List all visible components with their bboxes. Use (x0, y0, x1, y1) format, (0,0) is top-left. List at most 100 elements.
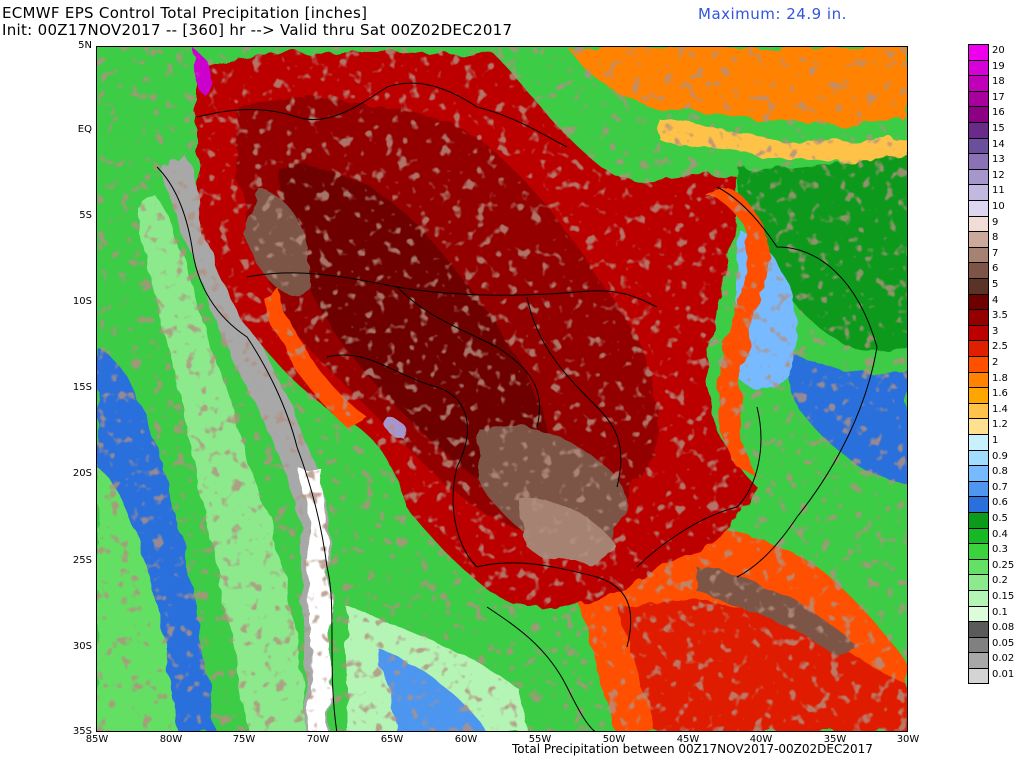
legend-item: 0.25 (968, 558, 1024, 575)
legend-label: 7 (992, 247, 999, 259)
legend-label: 12 (992, 169, 1005, 181)
legend-item: 1.8 (968, 371, 1024, 388)
legend-item: 8 (968, 231, 1024, 247)
legend-item: 0.01 (968, 668, 1024, 684)
legend-item: 1.6 (968, 387, 1024, 403)
legend-swatch (968, 496, 989, 512)
legend-label: 8 (992, 232, 999, 244)
legend-label: 0.25 (992, 559, 1015, 571)
legend-swatch (968, 465, 989, 481)
legend-label: 13 (992, 154, 1005, 166)
legend-swatch (968, 543, 989, 559)
legend-label: 3 (992, 325, 999, 337)
legend-label: 1.4 (992, 403, 1008, 415)
legend-swatch (968, 44, 989, 60)
legend-item: 0.02 (968, 652, 1024, 668)
legend-swatch (968, 434, 989, 450)
legend-item: 0.15 (968, 590, 1024, 606)
legend-item: 1 (968, 434, 1024, 450)
legend-item: 5 (968, 278, 1024, 294)
legend-swatch (968, 324, 989, 341)
legend-item: 7 (968, 246, 1024, 263)
legend-label: 0.6 (992, 497, 1008, 509)
legend-item: 0.8 (968, 465, 1024, 481)
legend-item: 20 (968, 44, 1024, 60)
legend-item: 0.6 (968, 496, 1024, 512)
lon-label-40w: 40W (749, 734, 773, 745)
legend-swatch (968, 605, 989, 622)
legend-swatch (968, 590, 989, 606)
legend-label: 0.02 (992, 653, 1015, 665)
country-borders (156, 82, 878, 731)
legend-swatch (968, 418, 989, 434)
legend-item: 4 (968, 293, 1024, 310)
legend-swatch (968, 153, 989, 169)
legend-swatch (968, 668, 989, 684)
legend-label: 11 (992, 185, 1005, 197)
legend-swatch (968, 200, 989, 216)
legend-item: 0.2 (968, 574, 1024, 590)
legend-label: 3.5 (992, 310, 1008, 322)
legend-swatch (968, 231, 989, 247)
legend-label: 0.01 (992, 669, 1015, 680)
legend-swatch (968, 574, 989, 590)
legend-swatch (968, 278, 989, 294)
legend-swatch (968, 168, 989, 185)
legend-item: 1.4 (968, 402, 1024, 419)
legend-item: 0.05 (968, 636, 1024, 653)
legend-swatch (968, 402, 989, 419)
legend-swatch (968, 512, 989, 528)
legend-label: 15 (992, 123, 1005, 134)
legend-item: 10 (968, 200, 1024, 216)
legend-label: 0.08 (992, 622, 1015, 634)
legend-swatch (968, 449, 989, 466)
legend-swatch (968, 293, 989, 310)
lat-label-eq: EQ (77, 124, 92, 135)
legend-item: 0.3 (968, 543, 1024, 559)
legend-label: 4 (992, 294, 999, 306)
map-title: ECMWF EPS Control Total Precipitation [i… (2, 4, 368, 22)
precipitation-map (96, 46, 908, 732)
lon-label-75w: 75W (232, 734, 256, 745)
lon-label-35w: 35W (823, 734, 847, 745)
legend-label: 0.5 (992, 513, 1008, 524)
legend-swatch (968, 356, 989, 372)
legend-label: 20 (992, 45, 1005, 56)
texture-overlay (97, 47, 907, 731)
legend-item: 12 (968, 168, 1024, 185)
legend-swatch (968, 262, 989, 278)
legend-label: 18 (992, 76, 1005, 88)
legend-swatch (968, 480, 989, 497)
period-caption: Total Precipitation between 00Z17NOV2017… (512, 742, 873, 756)
lat-label-15s: 15S (72, 382, 92, 393)
legend-item: 18 (968, 75, 1024, 91)
legend-item: 3.5 (968, 309, 1024, 325)
legend-item: 2.5 (968, 340, 1024, 356)
legend-item: 14 (968, 137, 1024, 154)
lat-label-20s: 20S (72, 468, 92, 479)
legend-item: 0.7 (968, 480, 1024, 497)
legend-item: 0.1 (968, 605, 1024, 622)
legend-item: 3 (968, 324, 1024, 341)
lat-label-30s: 30S (72, 641, 92, 652)
legend-label: 1.2 (992, 419, 1008, 431)
legend-label: 1.6 (992, 388, 1008, 400)
lon-label-55w: 55W (528, 734, 552, 745)
legend-label: 2.5 (992, 341, 1008, 353)
legend-item: 17 (968, 90, 1024, 107)
lat-label-10s: 10S (72, 296, 92, 307)
legend-label: 14 (992, 138, 1005, 150)
legend-label: 19 (992, 60, 1005, 72)
legend-swatch (968, 527, 989, 544)
legend-swatch (968, 122, 989, 138)
legend-swatch (968, 309, 989, 325)
lon-label-80w: 80W (159, 734, 183, 745)
lat-label-5s: 5S (79, 210, 92, 221)
legend-label: 9 (992, 216, 999, 228)
legend-swatch (968, 558, 989, 575)
legend-label: 10 (992, 201, 1005, 212)
legend-item: 19 (968, 59, 1024, 76)
legend-swatch (968, 652, 989, 668)
lat-label-5n: 5N (78, 40, 92, 51)
legend-item: 9 (968, 215, 1024, 232)
